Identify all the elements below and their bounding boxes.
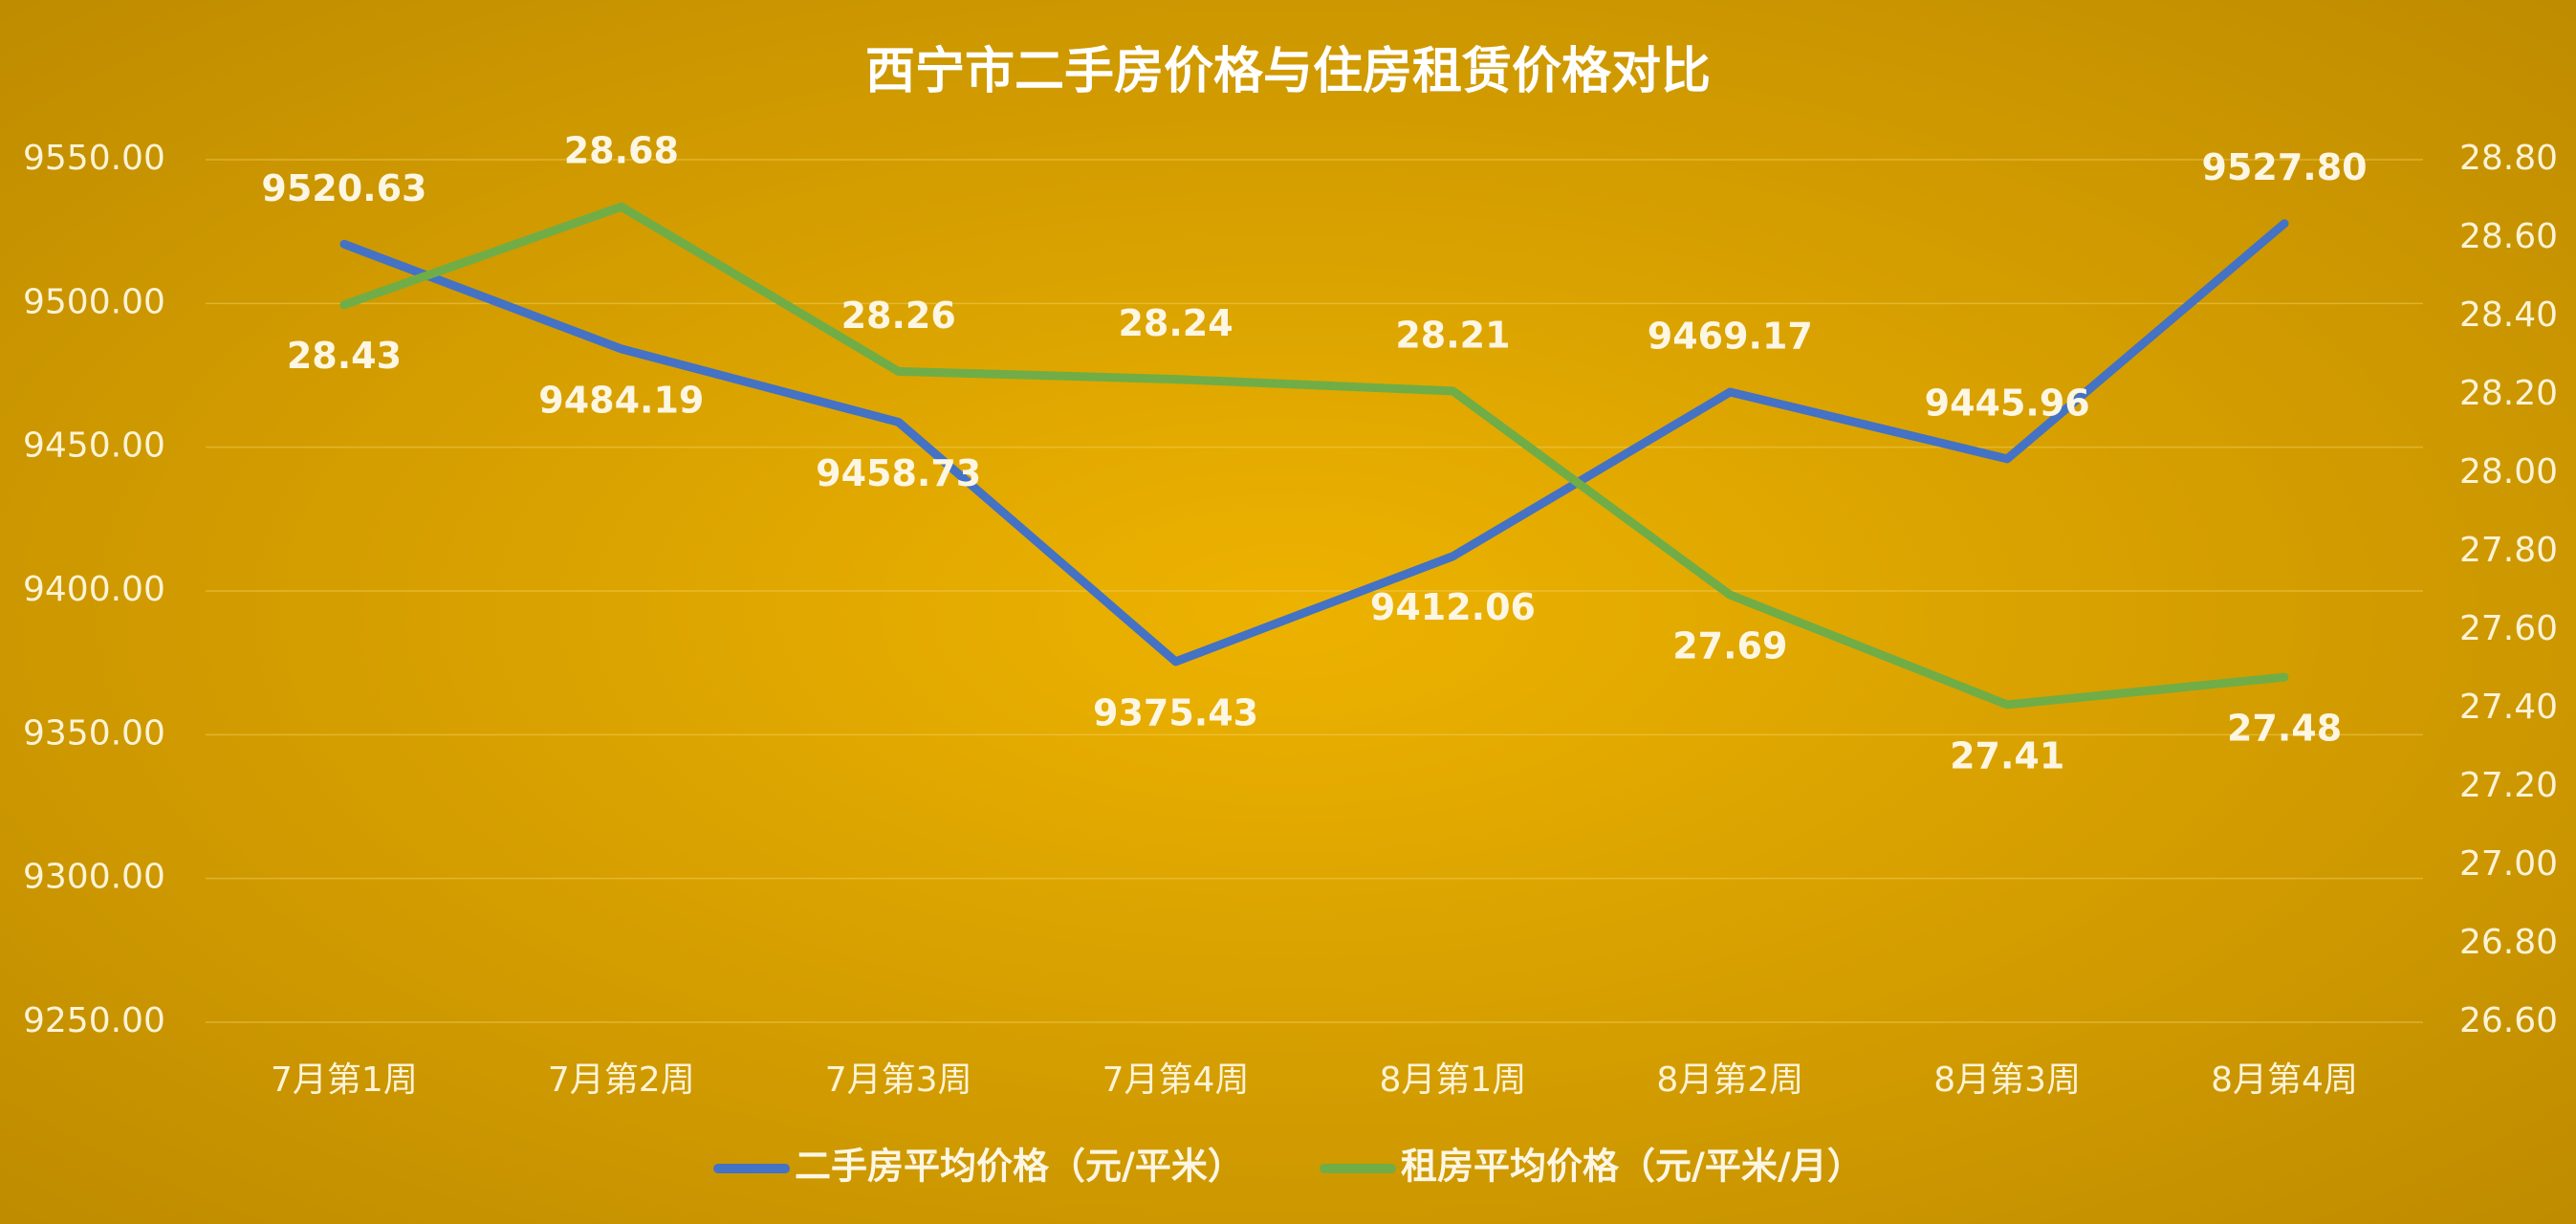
series-line — [339, 202, 2289, 710]
y-tick-label: 9250.00 — [23, 1001, 165, 1040]
data-label: 9527.80 — [2202, 146, 2368, 188]
data-label: 28.24 — [1118, 302, 1233, 344]
y2-tick-label: 27.00 — [2459, 844, 2558, 884]
series-line — [339, 219, 2289, 667]
y2-tick-label: 27.80 — [2459, 531, 2558, 570]
data-label: 9520.63 — [261, 167, 426, 209]
chart-title: 西宁市二手房价格与住房租赁价格对比 — [865, 43, 1711, 100]
x-tick-label: 7月第3周 — [825, 1060, 972, 1100]
data-label: 27.41 — [1950, 734, 2064, 776]
x-tick-label: 7月第2周 — [548, 1060, 695, 1100]
x-tick-label: 8月第2周 — [1656, 1060, 1803, 1100]
legend-label: 二手房平均价格（元/平米） — [795, 1146, 1244, 1188]
data-label: 9458.73 — [816, 452, 981, 494]
y2-tick-label: 28.80 — [2459, 139, 2558, 178]
x-tick-label: 8月第4周 — [2211, 1060, 2358, 1100]
data-label: 27.69 — [1672, 625, 1787, 667]
data-label: 28.43 — [287, 335, 402, 377]
y-tick-label: 9350.00 — [23, 713, 165, 753]
y2-tick-label: 28.00 — [2459, 452, 2558, 492]
data-label: 9484.19 — [538, 379, 704, 421]
data-label: 28.21 — [1395, 314, 1510, 356]
y-tick-label: 9550.00 — [23, 139, 165, 178]
data-label: 28.26 — [841, 295, 956, 337]
y2-tick-label: 27.60 — [2459, 609, 2558, 648]
x-tick-label: 8月第3周 — [1933, 1060, 2081, 1100]
data-label: 9412.06 — [1370, 586, 1536, 628]
data-label: 9445.96 — [1925, 382, 2090, 424]
x-tick-label: 8月第1周 — [1380, 1060, 1527, 1100]
data-label: 27.48 — [2227, 708, 2342, 750]
y2-tick-label: 27.20 — [2459, 766, 2558, 805]
y2-tick-label: 26.80 — [2459, 923, 2558, 962]
data-label: 28.68 — [564, 130, 679, 172]
y2-tick-label: 28.20 — [2459, 374, 2558, 413]
y2-tick-label: 27.40 — [2459, 688, 2558, 727]
y-tick-label: 9400.00 — [23, 570, 165, 609]
y2-tick-label: 28.60 — [2459, 217, 2558, 256]
y-tick-label: 9450.00 — [23, 426, 165, 466]
x-tick-label: 7月第1周 — [271, 1060, 418, 1100]
y-tick-label: 9300.00 — [23, 858, 165, 897]
legend-label: 租房平均价格（元/平米/月） — [1401, 1146, 1864, 1188]
y2-tick-label: 26.60 — [2459, 1001, 2558, 1040]
y-tick-label: 9500.00 — [23, 282, 165, 321]
data-label: 9469.17 — [1648, 316, 1813, 358]
x-tick-label: 7月第4周 — [1102, 1060, 1250, 1100]
y2-tick-label: 28.40 — [2459, 295, 2558, 335]
data-label: 9375.43 — [1093, 691, 1258, 733]
